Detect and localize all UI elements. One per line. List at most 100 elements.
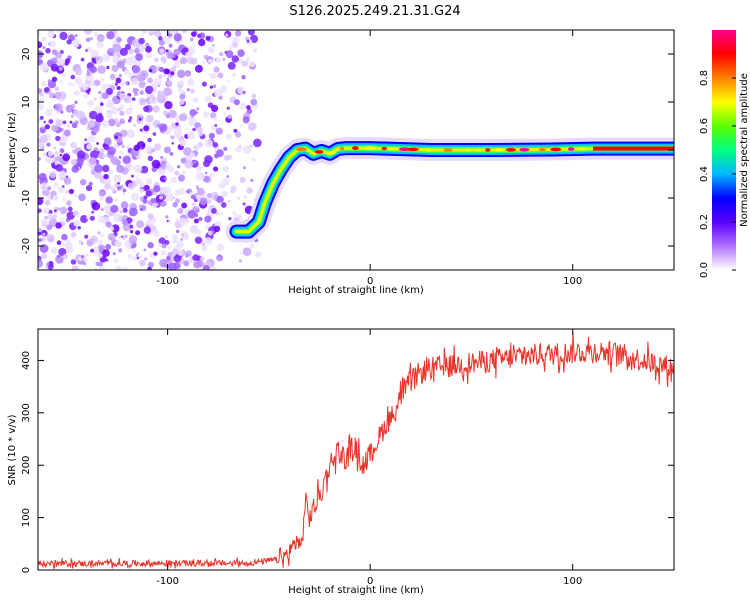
- noise-speckle: [174, 189, 181, 196]
- noise-speckle: [111, 186, 115, 190]
- noise-speckle: [134, 48, 140, 54]
- noise-speckle: [62, 73, 66, 77]
- noise-speckle: [100, 77, 105, 82]
- noise-speckle: [248, 61, 256, 68]
- noise-speckle: [242, 145, 252, 154]
- noise-speckle: [192, 254, 199, 261]
- noise-speckle: [93, 31, 98, 37]
- noise-speckle: [105, 243, 112, 250]
- noise-speckle: [98, 90, 102, 95]
- noise-speckle: [193, 146, 197, 149]
- noise-speckle: [118, 156, 122, 159]
- noise-speckle: [177, 207, 184, 214]
- noise-speckle: [196, 126, 203, 133]
- noise-speckle: [39, 62, 49, 72]
- noise-speckle: [74, 120, 79, 125]
- noise-speckle: [102, 153, 108, 159]
- noise-speckle: [58, 248, 67, 256]
- noise-speckle: [188, 258, 193, 264]
- noise-speckle: [124, 43, 132, 51]
- colorbar-gradient: [712, 30, 736, 270]
- noise-speckle: [189, 109, 197, 117]
- spectrogram-ytick-label: -10: [21, 190, 32, 206]
- noise-speckle: [164, 100, 173, 110]
- snr-panel: -100 0 100 0 100 200 300 400 Height of straight…: [7, 328, 675, 596]
- noise-speckle: [213, 225, 221, 233]
- noise-speckle: [139, 113, 143, 117]
- noise-speckle: [246, 108, 253, 114]
- noise-speckle: [172, 237, 179, 244]
- snr-ytick-label: 100: [21, 508, 32, 527]
- noise-speckle: [119, 89, 123, 93]
- noise-speckle: [133, 164, 143, 173]
- noise-speckle: [89, 37, 94, 41]
- noise-speckle: [216, 149, 224, 158]
- noise-speckle: [87, 233, 90, 236]
- noise-speckle: [147, 137, 152, 143]
- noise-speckle: [136, 93, 139, 96]
- ridge-hotspot: [538, 147, 546, 152]
- noise-speckle: [243, 195, 248, 199]
- noise-speckle: [195, 164, 203, 172]
- noise-speckle: [136, 252, 140, 255]
- noise-speckle: [226, 175, 229, 178]
- noise-speckle: [226, 106, 230, 110]
- ridge-tone-core: [592, 146, 674, 151]
- noise-speckle: [164, 240, 170, 245]
- noise-speckle: [227, 199, 231, 203]
- noise-speckle: [115, 77, 122, 84]
- noise-speckle: [97, 239, 103, 246]
- noise-speckle: [246, 39, 250, 43]
- noise-speckle: [62, 185, 65, 188]
- noise-speckle: [112, 53, 118, 59]
- noise-speckle: [147, 242, 154, 249]
- noise-speckle: [248, 122, 257, 131]
- noise-speckle: [227, 61, 236, 70]
- noise-speckle: [85, 37, 91, 43]
- ridge-hotspot: [550, 147, 562, 152]
- noise-speckle: [109, 73, 116, 80]
- noise-speckle: [65, 104, 74, 113]
- noise-speckle: [192, 202, 196, 206]
- spectrogram-ytick-label: -20: [21, 238, 32, 254]
- snr-ytick-label: 300: [21, 403, 32, 422]
- noise-speckle: [127, 254, 133, 260]
- snr-xtick-label: -100: [156, 576, 179, 587]
- noise-speckle: [74, 194, 78, 198]
- noise-speckle: [149, 96, 157, 104]
- noise-speckle: [163, 186, 172, 195]
- noise-speckle: [153, 185, 161, 193]
- spectrogram-xtick-label: 0: [367, 276, 373, 287]
- noise-speckle: [74, 90, 80, 96]
- noise-speckle: [97, 215, 105, 223]
- noise-speckle: [53, 152, 59, 158]
- noise-speckle: [45, 48, 51, 54]
- noise-speckle: [113, 258, 119, 263]
- noise-speckle: [197, 187, 205, 196]
- spectrogram-noise: [38, 30, 262, 270]
- noise-speckle: [87, 99, 95, 107]
- noise-speckle: [96, 60, 101, 65]
- noise-speckle: [59, 31, 68, 41]
- noise-speckle: [105, 112, 113, 119]
- noise-speckle: [152, 105, 160, 113]
- noise-speckle: [38, 41, 43, 49]
- noise-speckle: [53, 146, 56, 150]
- noise-speckle: [109, 226, 115, 231]
- noise-speckle: [47, 150, 54, 157]
- noise-speckle: [253, 48, 258, 53]
- noise-speckle: [100, 207, 105, 212]
- noise-speckle: [110, 106, 119, 115]
- noise-speckle: [48, 119, 54, 124]
- noise-speckle: [96, 41, 104, 49]
- noise-speckle: [131, 77, 139, 86]
- noise-speckle: [196, 185, 199, 188]
- noise-speckle: [62, 197, 66, 201]
- noise-speckle: [94, 171, 102, 180]
- noise-speckle: [135, 230, 141, 236]
- noise-speckle: [130, 192, 139, 201]
- ridge-hotspot: [426, 148, 432, 152]
- ridge-hotspot: [387, 147, 398, 151]
- noise-speckle: [202, 111, 210, 118]
- noise-speckle: [183, 234, 190, 241]
